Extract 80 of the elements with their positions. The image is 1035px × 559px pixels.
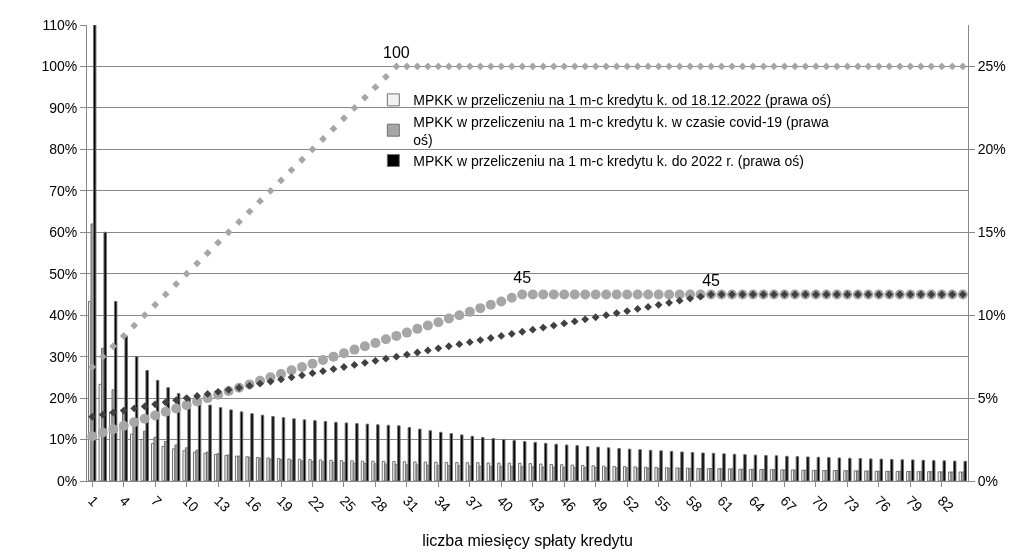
y-tick-label: 40% xyxy=(49,307,78,324)
bar xyxy=(921,459,925,481)
legend-label: MPKK w przeliczeniu na 1 m-c kredytu k. do 2022 r. (prawa oś) xyxy=(413,152,804,169)
x-tick-label: 31 xyxy=(399,492,423,516)
x-tick-label: 19 xyxy=(273,492,297,516)
x-tick-label: 46 xyxy=(557,492,580,516)
x-tick-label: 1 xyxy=(85,492,103,510)
y-tick-label: 0% xyxy=(56,472,78,489)
bar xyxy=(869,458,873,481)
bar xyxy=(932,460,936,481)
bar xyxy=(785,455,789,481)
y2-tick-label: 0% xyxy=(977,472,999,489)
x-tick-label: 67 xyxy=(777,492,800,516)
x-tick-label: 82 xyxy=(934,492,958,516)
x-tick-label: 40 xyxy=(494,492,517,516)
y-tick-label: 100% xyxy=(41,58,78,75)
y-tick-label: 50% xyxy=(49,265,78,282)
x-tick-label: 28 xyxy=(368,492,391,516)
bar xyxy=(764,454,768,481)
x-tick-label: 4 xyxy=(116,492,134,510)
x-tick-label: 73 xyxy=(840,492,863,516)
x-tick-label: 37 xyxy=(462,492,486,516)
y-tick-label: 80% xyxy=(49,141,78,158)
y-tick-label: 30% xyxy=(49,348,78,365)
y-tick-label: 10% xyxy=(49,431,78,448)
bar xyxy=(449,433,454,481)
y2-tick-label: 10% xyxy=(977,307,1006,324)
legend-label: MPKK w przeliczeniu na 1 m-c kredytu k. od 18.12.2022 (prawa oś) xyxy=(413,92,832,109)
bar xyxy=(890,458,894,481)
bar xyxy=(952,460,957,481)
x-axis-title: liczba miesięcy spłaty kredytu xyxy=(422,531,633,549)
bar xyxy=(837,457,842,481)
x-tick-label: 79 xyxy=(903,492,926,516)
bar xyxy=(848,457,852,481)
y2-tick-label: 15% xyxy=(977,224,1006,241)
bar xyxy=(858,458,863,481)
bar xyxy=(428,430,433,481)
bar xyxy=(407,426,412,481)
bar xyxy=(942,460,946,481)
x-tick-label: 7 xyxy=(148,492,166,510)
x-tick-label: 25 xyxy=(336,492,360,516)
x-tick-label: 58 xyxy=(683,492,706,516)
x-tick-label: 55 xyxy=(651,492,675,516)
bar xyxy=(250,413,254,481)
y-tick-label: 90% xyxy=(49,99,78,116)
data-label: 45 xyxy=(513,269,532,287)
x-tick-label: 76 xyxy=(871,492,895,516)
bar xyxy=(753,454,758,481)
y-tick-label: 70% xyxy=(49,182,78,199)
x-tick-label: 52 xyxy=(620,492,643,516)
x-tick-label: 34 xyxy=(431,492,454,516)
data-label: 100 xyxy=(383,43,410,61)
x-tick-label: 70 xyxy=(808,492,832,516)
bar xyxy=(900,459,904,481)
bar xyxy=(879,458,884,481)
x-tick-label: 10 xyxy=(179,492,203,516)
y-tick-label: 60% xyxy=(49,224,78,241)
x-tick-label: 16 xyxy=(242,492,265,516)
bar xyxy=(386,424,391,481)
bar xyxy=(963,460,967,481)
y2-tick-label: 25% xyxy=(977,58,1006,75)
x-tick-label: 49 xyxy=(588,492,612,516)
y-tick-label: 110% xyxy=(42,16,78,33)
bar xyxy=(743,454,747,481)
x-tick-label: 61 xyxy=(714,492,737,516)
x-tick-label: 43 xyxy=(525,492,549,516)
y2-tick-label: 20% xyxy=(977,141,1006,158)
y2-tick-label: 5% xyxy=(977,389,999,406)
x-tick-label: 22 xyxy=(305,492,328,516)
bar xyxy=(827,457,831,481)
x-tick-label: 13 xyxy=(211,492,234,516)
bar xyxy=(806,456,810,481)
y-tick-label: 20% xyxy=(49,389,78,406)
data-label: 45 xyxy=(702,271,721,289)
legend-label: MPKK w przeliczeniu na 1 m-c kredytu k. w czasie covid-19 (prawa oś) xyxy=(413,113,830,148)
x-tick-label: 64 xyxy=(745,492,769,516)
bar xyxy=(722,453,726,481)
bar xyxy=(911,459,915,481)
bar xyxy=(229,409,233,481)
bar xyxy=(701,452,705,481)
